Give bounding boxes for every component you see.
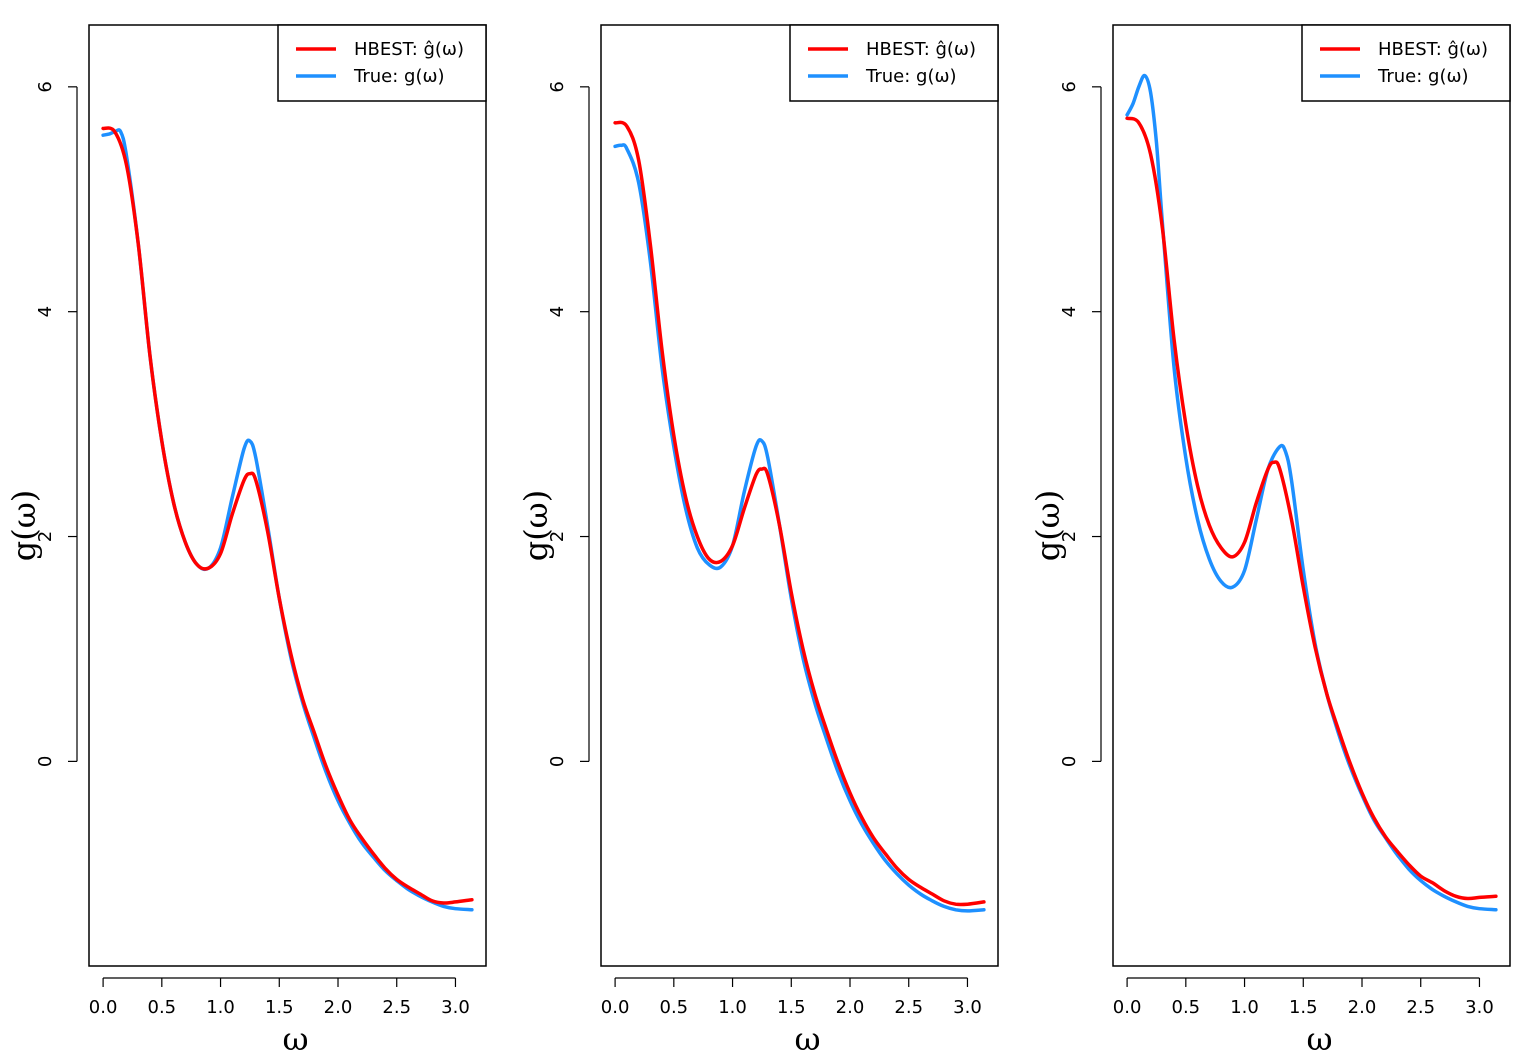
series-line-true	[1125, 73, 1498, 912]
x-tick-label: 2.5	[382, 997, 411, 1018]
x-tick-label: 1.0	[1230, 997, 1259, 1018]
x-tick-label: 0.5	[148, 997, 177, 1018]
legend-label-hbest: HBEST: ĝ(ω)	[354, 39, 464, 60]
legend-label-true: True: g(ω)	[1377, 66, 1469, 87]
legend: HBEST: ĝ(ω) True: g(ω)	[789, 24, 999, 102]
x-tick-label: 2.0	[324, 997, 353, 1018]
series-line-true	[613, 143, 986, 913]
y-tick-label: 4	[1059, 306, 1080, 317]
y-axis-title: g(ω)	[5, 490, 43, 562]
legend: HBEST: ĝ(ω) True: g(ω)	[277, 24, 487, 102]
legend-label-true: True: g(ω)	[865, 66, 957, 87]
chart-panel-left: 0.0 0.5 1.0 1.5 2.0 2.5 3.0 0 2 4 6 ω g(ω) HBEST: ĝ(ω…	[5, 24, 487, 1056]
plot-frame	[1112, 24, 1511, 967]
x-tick-label: 0.0	[89, 997, 118, 1018]
y-tick-label: 2	[547, 531, 568, 542]
x-tick-label: 3.0	[1465, 997, 1494, 1018]
series-line-true	[101, 128, 474, 912]
legend-label-hbest: HBEST: ĝ(ω)	[1378, 39, 1488, 60]
legend-label-hbest: HBEST: ĝ(ω)	[866, 39, 976, 60]
chart-panel-middle: 0.0 0.5 1.0 1.5 2.0 2.5 3.0 0 2 4 6 ω g(ω) HBEST: ĝ(ω…	[517, 24, 999, 1056]
y-tick-label: 0	[547, 756, 568, 767]
y-tick-label: 6	[35, 81, 56, 92]
x-tick-label: 2.5	[1406, 997, 1435, 1018]
legend-box	[789, 24, 999, 102]
chart-panel-right: 0.0 0.5 1.0 1.5 2.0 2.5 3.0 0 2 4 6 ω g(ω) HBEST: ĝ(ω…	[1029, 24, 1511, 1056]
y-tick-label: 0	[35, 756, 56, 767]
y-tick-label: 0	[1059, 756, 1080, 767]
series-line-hbest	[1125, 116, 1498, 901]
y-tick-label: 4	[35, 306, 56, 317]
x-tick-label: 1.0	[718, 997, 747, 1018]
series-line-hbest	[101, 126, 474, 905]
legend: HBEST: ĝ(ω) True: g(ω)	[1301, 24, 1511, 102]
x-axis-title: ω	[1306, 1020, 1332, 1056]
plot-frame	[600, 24, 999, 967]
y-tick-label: 2	[35, 531, 56, 542]
x-tick-label: 2.0	[836, 997, 865, 1018]
x-tick-label: 1.0	[206, 997, 235, 1018]
y-tick-label: 6	[1059, 81, 1080, 92]
x-tick-label: 3.0	[953, 997, 982, 1018]
x-tick-label: 0.0	[601, 997, 630, 1018]
y-axis-title: g(ω)	[1029, 490, 1067, 562]
x-axis-title: ω	[282, 1020, 308, 1056]
x-tick-label: 0.5	[1172, 997, 1201, 1018]
y-tick-label: 6	[547, 81, 568, 92]
series-line-hbest	[613, 120, 986, 907]
x-tick-label: 2.0	[1348, 997, 1377, 1018]
y-tick-label: 2	[1059, 531, 1080, 542]
x-tick-label: 3.0	[441, 997, 470, 1018]
legend-box	[277, 24, 487, 102]
legend-box	[1301, 24, 1511, 102]
legend-label-true: True: g(ω)	[353, 66, 445, 87]
x-axis-title: ω	[794, 1020, 820, 1056]
y-axis-title: g(ω)	[517, 490, 555, 562]
plot-frame	[88, 24, 487, 967]
x-tick-label: 1.5	[1289, 997, 1318, 1018]
x-tick-label: 1.5	[777, 997, 806, 1018]
y-tick-label: 4	[547, 306, 568, 317]
x-tick-label: 0.0	[1113, 997, 1142, 1018]
x-tick-label: 0.5	[660, 997, 689, 1018]
x-tick-label: 2.5	[894, 997, 923, 1018]
x-tick-label: 1.5	[265, 997, 294, 1018]
